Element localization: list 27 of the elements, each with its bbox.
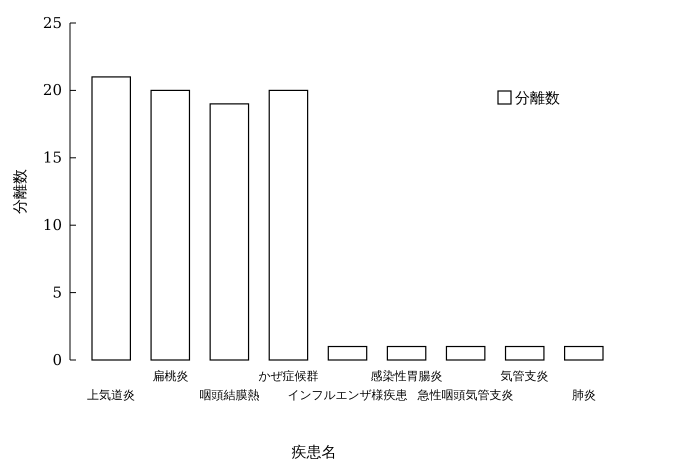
x-tick-label: かぜ症候群 — [258, 369, 318, 383]
y-tick-label: 0 — [52, 350, 62, 369]
bar — [386, 346, 426, 361]
bar — [91, 76, 131, 361]
x-tick-label: 急性咽頭気管支炎 — [416, 388, 514, 402]
bar — [150, 90, 190, 361]
x-tick-label: 上気道炎 — [87, 388, 136, 402]
bar — [504, 346, 545, 361]
bar — [210, 103, 250, 361]
x-tick-label: 感染性胃腸炎 — [370, 369, 443, 383]
y-axis-title: 分離数 — [11, 169, 29, 214]
x-tick-label: 咽頭結膜熱 — [199, 388, 260, 402]
bar — [446, 346, 486, 361]
y-tick-label: 5 — [52, 283, 62, 302]
x-tick-label: 扁桃炎 — [152, 369, 188, 383]
x-tick-label: 肺炎 — [572, 388, 596, 402]
x-axis-title: 疾患名 — [292, 443, 336, 461]
bar — [564, 346, 604, 361]
bar — [328, 346, 368, 361]
y-tick-label: 10 — [42, 216, 62, 234]
legend-label: 分離数 — [515, 89, 560, 107]
y-tick-label: 15 — [42, 148, 62, 167]
y-tick-label: 20 — [42, 81, 62, 100]
bar — [268, 90, 308, 361]
x-tick-label: インフルエンザ様疾患 — [288, 388, 408, 402]
y-tick-label: 25 — [42, 14, 62, 32]
x-tick-label: 気管支炎 — [500, 369, 549, 383]
